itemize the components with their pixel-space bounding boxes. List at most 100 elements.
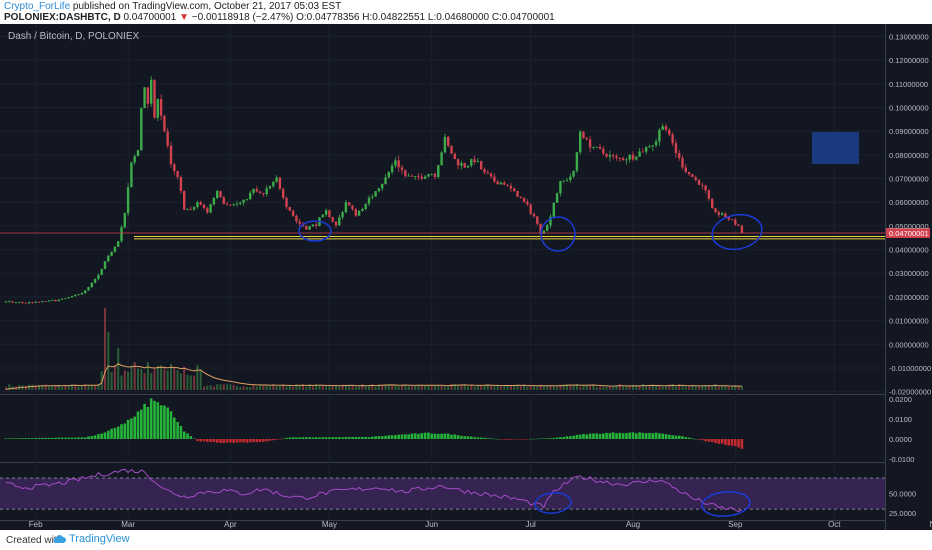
volume-bar bbox=[186, 374, 189, 390]
volume-bar bbox=[638, 385, 641, 390]
macd-bar bbox=[305, 437, 308, 439]
volume-bar bbox=[344, 384, 347, 390]
volume-bar bbox=[490, 385, 493, 390]
chart-canvas[interactable]: 0.04700001 0.13000000 0.12000000 0.1100000… bbox=[0, 24, 932, 530]
volume-bar bbox=[632, 384, 634, 390]
candle-body bbox=[212, 197, 216, 205]
volume-bar bbox=[698, 386, 700, 390]
volume-bar bbox=[318, 385, 321, 390]
candle-body bbox=[588, 139, 592, 148]
macd-bar bbox=[268, 439, 272, 441]
macd-bar bbox=[159, 405, 163, 439]
macd-bar bbox=[189, 436, 193, 439]
author-link[interactable]: Crypto_ForLife bbox=[4, 1, 71, 12]
volume-bar bbox=[295, 384, 298, 390]
candle-body bbox=[381, 184, 384, 189]
macd-bar bbox=[470, 436, 473, 439]
macd-bar bbox=[466, 436, 470, 439]
macd-bar bbox=[479, 437, 483, 439]
candle-body bbox=[635, 156, 638, 160]
volume-bar bbox=[674, 386, 677, 390]
candle-body bbox=[724, 213, 727, 218]
volume-bar bbox=[110, 372, 113, 390]
candle-body bbox=[420, 176, 423, 179]
macd-bar bbox=[463, 436, 466, 439]
volume-bar bbox=[536, 386, 539, 390]
volume-bar bbox=[572, 384, 575, 390]
macd-bar bbox=[341, 437, 344, 439]
macd-bar bbox=[585, 434, 589, 439]
macd-bar bbox=[437, 433, 440, 439]
volume-bar bbox=[249, 386, 252, 390]
candle-body bbox=[47, 300, 51, 302]
macd-bar bbox=[371, 436, 374, 439]
tradingview-logo[interactable]: TradingView bbox=[52, 533, 130, 545]
macd-bar bbox=[212, 439, 216, 442]
candle-body bbox=[427, 174, 430, 177]
price-axis-tick: -0.02000000 bbox=[889, 388, 931, 397]
volume-bar bbox=[463, 384, 466, 390]
target-box[interactable] bbox=[812, 132, 859, 164]
candle-body bbox=[249, 192, 252, 200]
macd-bar bbox=[387, 435, 391, 439]
volume-bar bbox=[341, 384, 344, 390]
macd-bar bbox=[27, 438, 31, 439]
annotation-ellipse[interactable] bbox=[709, 211, 764, 253]
candle-body bbox=[189, 209, 192, 210]
macd-bar bbox=[413, 433, 417, 439]
macd-bar bbox=[598, 433, 602, 439]
rsi-pane bbox=[0, 468, 885, 513]
candle-body bbox=[671, 134, 674, 144]
volume-bar bbox=[123, 370, 126, 390]
macd-bar bbox=[334, 437, 338, 439]
volume-bar bbox=[374, 386, 377, 390]
candle-body bbox=[707, 190, 711, 199]
macd-bar bbox=[245, 439, 249, 443]
volume-bar bbox=[460, 384, 463, 390]
volume-bar bbox=[34, 385, 37, 390]
candle-body bbox=[638, 151, 641, 157]
volume-bar bbox=[166, 370, 169, 390]
macd-bar bbox=[644, 433, 648, 439]
macd-bar bbox=[100, 433, 103, 439]
volume-bar bbox=[354, 386, 357, 390]
candle-body bbox=[186, 209, 189, 210]
volume-bar bbox=[47, 386, 50, 390]
macd-bar bbox=[473, 437, 476, 439]
candle-body bbox=[470, 159, 473, 166]
volume-bar bbox=[193, 375, 196, 390]
footer: Created with TradingView bbox=[0, 530, 932, 550]
rsi-axis-tick: 25.0000 bbox=[889, 509, 916, 518]
candle-body bbox=[555, 193, 559, 203]
candle-body bbox=[407, 175, 410, 177]
candle-body bbox=[351, 205, 354, 210]
volume-bar bbox=[120, 375, 123, 390]
volume-bar bbox=[117, 348, 120, 390]
volume-bar bbox=[5, 386, 7, 390]
volume-bar bbox=[74, 384, 77, 390]
annotation-ellipse[interactable] bbox=[540, 216, 576, 252]
macd-bar bbox=[697, 439, 701, 440]
candle-body bbox=[163, 115, 166, 132]
candle-body bbox=[117, 241, 120, 247]
annotation-ellipse[interactable] bbox=[701, 490, 751, 518]
candle-body bbox=[341, 212, 344, 218]
volume-bar bbox=[711, 385, 714, 390]
price-axis-tick: 0.12000000 bbox=[889, 56, 929, 65]
price-axis-tick: 0.13000000 bbox=[889, 32, 929, 41]
annotation-ellipse[interactable] bbox=[298, 220, 332, 242]
candle-body bbox=[598, 146, 602, 149]
volume-bar bbox=[288, 385, 291, 390]
candle-body bbox=[90, 282, 93, 287]
price-axis-tick: 0.09000000 bbox=[889, 127, 929, 136]
macd-bar bbox=[578, 434, 582, 439]
macd-bar bbox=[529, 438, 532, 440]
macd-bar bbox=[258, 439, 262, 443]
macd-bar bbox=[453, 434, 457, 439]
volume-bar bbox=[315, 384, 318, 390]
volume-bar bbox=[371, 384, 374, 390]
macd-bar bbox=[734, 439, 737, 447]
candle-body bbox=[93, 278, 97, 283]
volume-bar bbox=[282, 384, 285, 390]
annotation-ellipse[interactable] bbox=[534, 491, 572, 514]
